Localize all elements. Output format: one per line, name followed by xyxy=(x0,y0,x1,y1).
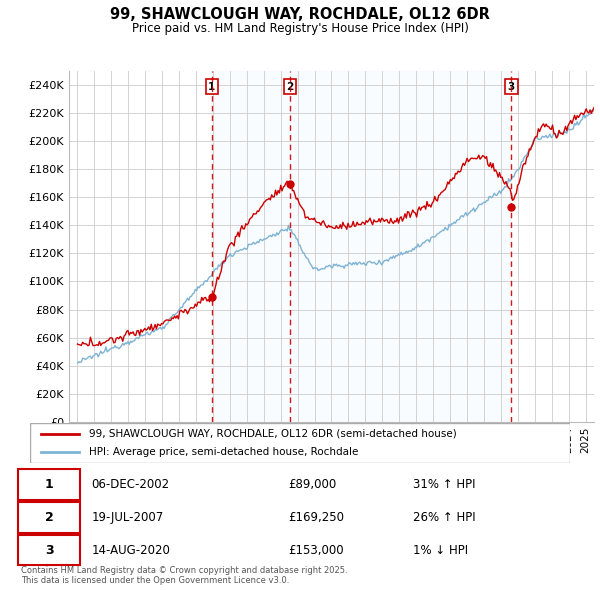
Bar xyxy=(212,71,290,422)
Text: Contains HM Land Registry data © Crown copyright and database right 2025.
This d: Contains HM Land Registry data © Crown c… xyxy=(21,566,347,585)
FancyBboxPatch shape xyxy=(18,502,80,533)
Text: 19-JUL-2007: 19-JUL-2007 xyxy=(91,511,164,524)
Text: 2: 2 xyxy=(44,511,53,524)
FancyBboxPatch shape xyxy=(30,423,570,463)
Text: £89,000: £89,000 xyxy=(289,478,337,491)
Text: 06-DEC-2002: 06-DEC-2002 xyxy=(91,478,169,491)
Text: 31% ↑ HPI: 31% ↑ HPI xyxy=(413,478,475,491)
Text: 14-AUG-2020: 14-AUG-2020 xyxy=(91,543,170,556)
Text: 99, SHAWCLOUGH WAY, ROCHDALE, OL12 6DR (semi-detached house): 99, SHAWCLOUGH WAY, ROCHDALE, OL12 6DR (… xyxy=(89,429,457,439)
Text: 3: 3 xyxy=(508,81,515,91)
Text: 2: 2 xyxy=(286,81,293,91)
Text: 26% ↑ HPI: 26% ↑ HPI xyxy=(413,511,475,524)
Text: £153,000: £153,000 xyxy=(289,543,344,556)
Text: 1: 1 xyxy=(208,81,215,91)
Text: 3: 3 xyxy=(45,543,53,556)
Text: Price paid vs. HM Land Registry's House Price Index (HPI): Price paid vs. HM Land Registry's House … xyxy=(131,22,469,35)
Bar xyxy=(290,71,511,422)
FancyBboxPatch shape xyxy=(18,535,80,565)
FancyBboxPatch shape xyxy=(18,470,80,500)
Text: 1: 1 xyxy=(44,478,53,491)
Text: 99, SHAWCLOUGH WAY, ROCHDALE, OL12 6DR: 99, SHAWCLOUGH WAY, ROCHDALE, OL12 6DR xyxy=(110,7,490,22)
Text: HPI: Average price, semi-detached house, Rochdale: HPI: Average price, semi-detached house,… xyxy=(89,447,359,457)
Text: £169,250: £169,250 xyxy=(289,511,345,524)
Text: 1% ↓ HPI: 1% ↓ HPI xyxy=(413,543,468,556)
